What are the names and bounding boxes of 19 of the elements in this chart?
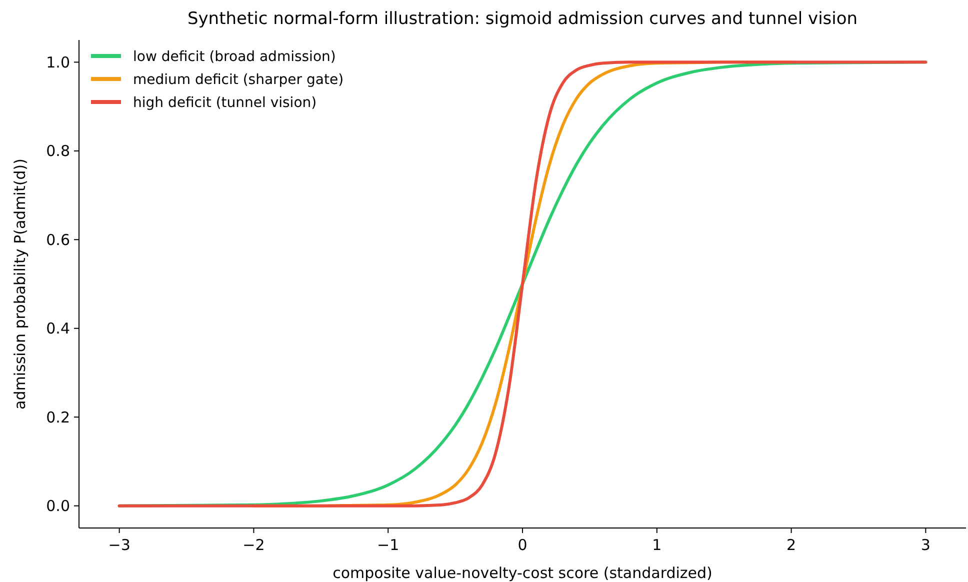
- y-tick-label: 0.6: [46, 230, 70, 249]
- x-tick-label: −3: [108, 536, 130, 554]
- x-tick-label: 3: [920, 536, 930, 554]
- x-axis-title: composite value-novelty-cost score (standardized): [332, 564, 712, 582]
- y-tick-label: 0.2: [46, 408, 70, 426]
- x-tick-label: 2: [786, 536, 796, 554]
- y-tick-label: 0.4: [46, 320, 70, 338]
- y-axis-title: admission probability P(admit(d)): [11, 158, 29, 410]
- x-tick-label: −1: [377, 536, 400, 554]
- y-tick-label: 1.0: [46, 53, 70, 72]
- x-tick-label: 0: [518, 536, 528, 554]
- x-tick-label: 1: [652, 536, 662, 554]
- legend-label: high deficit (tunnel vision): [133, 94, 317, 111]
- x-tick-label: −2: [242, 536, 265, 554]
- legend-label: medium deficit (sharper gate): [133, 72, 344, 88]
- y-tick-label: 0.8: [46, 142, 70, 160]
- legend-label: low deficit (broad admission): [133, 48, 336, 65]
- y-tick-label: 0.0: [46, 497, 70, 516]
- chart-title: Synthetic normal-form illustration: sigmoid admission curves and tunnel vision: [187, 9, 858, 29]
